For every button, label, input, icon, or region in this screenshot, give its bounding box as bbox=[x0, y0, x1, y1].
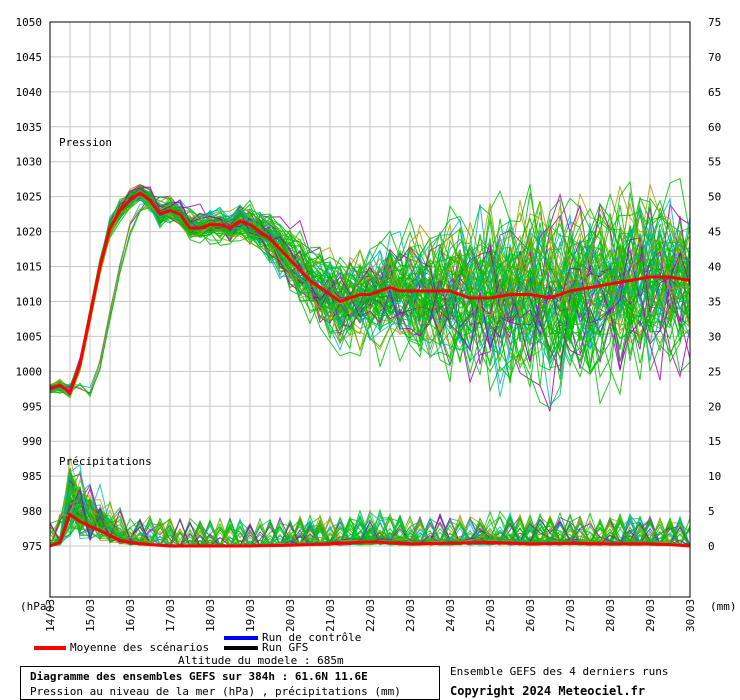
altitude-text: Altitude du modele : 685m bbox=[178, 654, 344, 667]
left-tick-label: 980 bbox=[22, 505, 42, 518]
ensemble-member-pressure-line bbox=[49, 184, 691, 395]
legend-gfs-label: Run GFS bbox=[262, 641, 309, 654]
x-tick-label: 14/03 bbox=[44, 599, 57, 632]
x-tick-label: 30/03 bbox=[684, 599, 697, 632]
right-tick-label: 50 bbox=[708, 191, 721, 204]
left-tick-label: 1000 bbox=[16, 365, 43, 378]
left-tick-label: 1010 bbox=[16, 295, 43, 308]
left-tick-label: 1005 bbox=[16, 330, 43, 343]
pressure-panel-label: Pression bbox=[59, 136, 112, 149]
x-tick-label: 20/03 bbox=[284, 599, 297, 632]
left-axis-unit: (hPa) bbox=[20, 600, 53, 613]
chart-subtitle: Pression au niveau de la mer (hPa) , pré… bbox=[30, 685, 401, 698]
right-tick-label: 10 bbox=[708, 470, 721, 483]
ensemble-member-pressure-line bbox=[49, 194, 691, 394]
left-tick-label: 1045 bbox=[16, 51, 43, 64]
left-tick-label: 985 bbox=[22, 470, 42, 483]
chart-axes: 975 0 980 5 985 10 990 15 995 20 1000 25 1005 30 1010 3… bbox=[16, 16, 722, 632]
x-tick-label: 19/03 bbox=[244, 599, 257, 632]
precip-panel-label: Précipitations bbox=[59, 455, 152, 468]
left-tick-label: 1020 bbox=[16, 226, 43, 239]
left-tick-label: 1015 bbox=[16, 261, 43, 274]
left-tick-label: 1030 bbox=[16, 156, 43, 169]
right-tick-label: 45 bbox=[708, 226, 721, 239]
mean-series-layer bbox=[49, 191, 691, 548]
right-tick-label: 40 bbox=[708, 261, 721, 274]
title-box: Diagramme des ensembles GEFS sur 384h : … bbox=[20, 666, 440, 700]
plot-frame bbox=[49, 21, 691, 598]
left-tick-label: 1035 bbox=[16, 121, 43, 134]
left-tick-label: 1050 bbox=[16, 16, 43, 29]
ensemble-member-pressure-line bbox=[49, 194, 691, 391]
left-tick-label: 990 bbox=[22, 435, 42, 448]
right-tick-label: 5 bbox=[708, 505, 715, 518]
right-tick-label: 25 bbox=[708, 365, 721, 378]
copyright: Copyright 2024 Meteociel.fr bbox=[450, 684, 646, 698]
ensemble-member-pressure-line bbox=[49, 197, 691, 395]
x-tick-label: 28/03 bbox=[604, 599, 617, 632]
right-tick-label: 65 bbox=[708, 86, 721, 99]
right-tick-label: 70 bbox=[708, 51, 721, 64]
x-tick-label: 26/03 bbox=[524, 599, 537, 632]
mean-pressure-line bbox=[49, 191, 691, 395]
legend-control-label: Run de contrôle bbox=[262, 631, 362, 644]
right-tick-label: 35 bbox=[708, 295, 721, 308]
right-tick-label: 30 bbox=[708, 330, 721, 343]
left-tick-label: 1025 bbox=[16, 191, 43, 204]
x-tick-label: 15/03 bbox=[84, 599, 97, 632]
legend-gfs: Run GFS bbox=[224, 641, 308, 654]
x-tick-label: 27/03 bbox=[564, 599, 577, 632]
x-tick-label: 21/03 bbox=[324, 599, 337, 632]
mean-precip-line bbox=[49, 512, 691, 548]
chart-title: Diagramme des ensembles GEFS sur 384h : … bbox=[30, 670, 368, 683]
x-tick-label: 25/03 bbox=[484, 599, 497, 632]
x-tick-label: 22/03 bbox=[364, 599, 377, 632]
right-tick-label: 60 bbox=[708, 121, 721, 134]
x-tick-label: 29/03 bbox=[644, 599, 657, 632]
left-tick-label: 1040 bbox=[16, 86, 43, 99]
x-tick-label: 18/03 bbox=[204, 599, 217, 632]
legend-control: Run de contrôle bbox=[224, 631, 361, 644]
x-tick-label: 24/03 bbox=[444, 599, 457, 632]
legend-mean-swatch bbox=[34, 646, 66, 650]
legend-mean-label: Moyenne des scénarios bbox=[70, 641, 210, 654]
x-tick-label: 23/03 bbox=[404, 599, 417, 632]
legend-control-swatch bbox=[224, 636, 258, 640]
left-tick-label: 975 bbox=[22, 540, 42, 553]
right-tick-label: 55 bbox=[708, 156, 721, 169]
x-tick-label: 16/03 bbox=[124, 599, 137, 632]
right-tick-label: 0 bbox=[708, 540, 715, 553]
right-tick-label: 15 bbox=[708, 435, 721, 448]
right-tick-label: 75 bbox=[708, 16, 721, 29]
x-tick-label: 17/03 bbox=[164, 599, 177, 632]
legend-mean: Moyenne des scénarios bbox=[34, 641, 209, 654]
right-tick-label: 20 bbox=[708, 400, 721, 413]
ensemble-note: Ensemble GEFS des 4 derniers runs bbox=[450, 665, 669, 678]
left-tick-label: 995 bbox=[22, 400, 42, 413]
right-axis-unit: (mm) bbox=[710, 600, 737, 613]
legend-gfs-swatch bbox=[224, 646, 258, 650]
